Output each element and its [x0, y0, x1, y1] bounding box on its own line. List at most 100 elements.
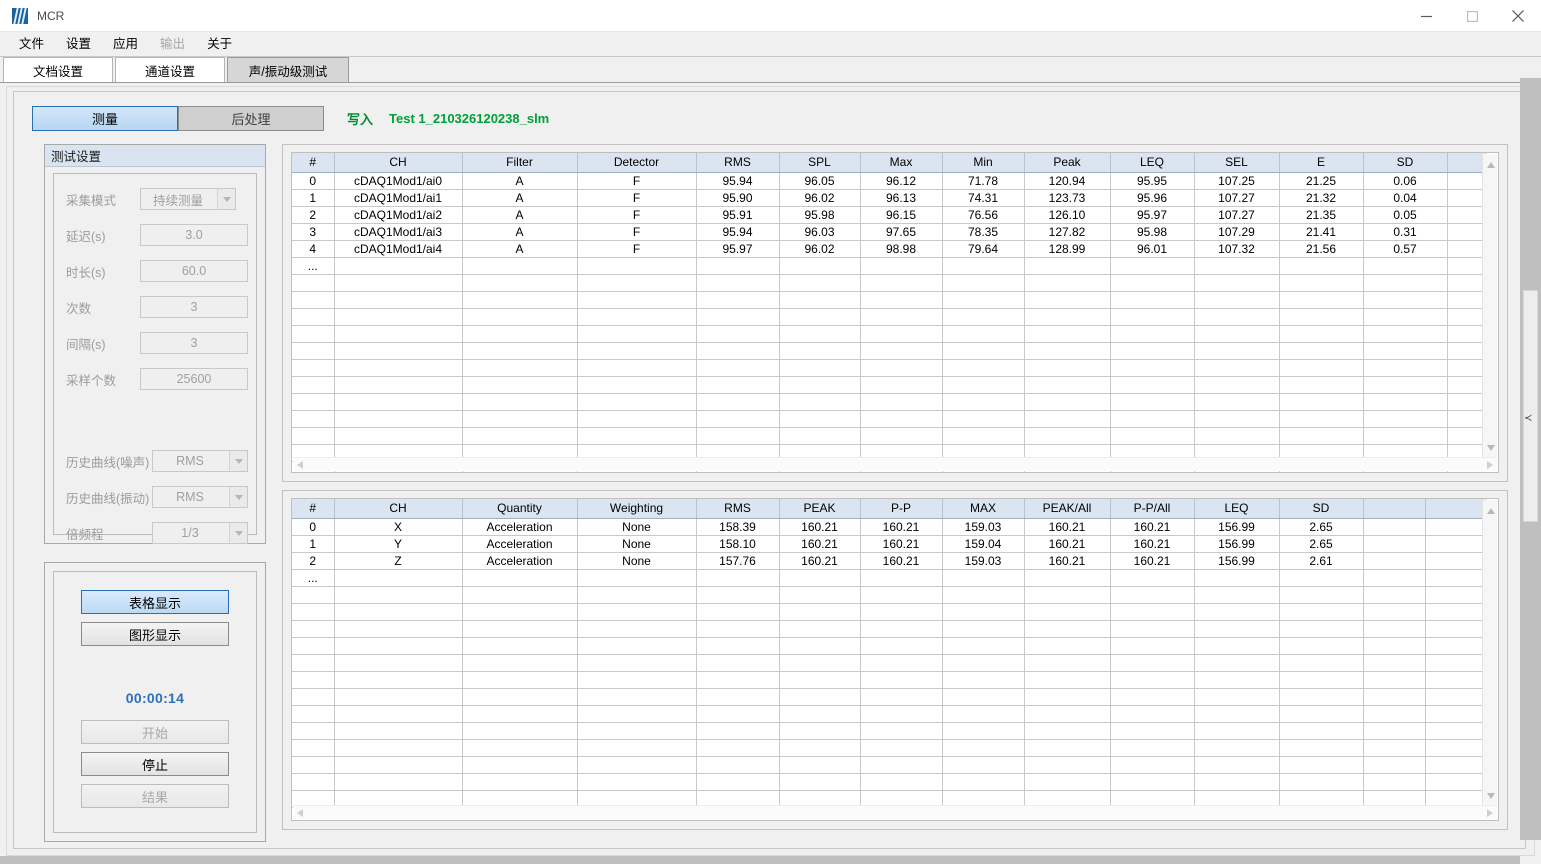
table-cell[interactable]: 96.02 — [779, 240, 861, 258]
table-cell[interactable] — [779, 637, 861, 655]
table-cell[interactable]: 95.98 — [779, 206, 861, 224]
table-cell[interactable]: 107.32 — [1194, 240, 1280, 258]
table-cell[interactable] — [334, 427, 463, 445]
table-cell[interactable] — [1024, 569, 1111, 587]
table-cell[interactable] — [462, 359, 578, 377]
table-cell[interactable] — [577, 393, 697, 411]
table-cell[interactable] — [1425, 637, 1487, 655]
column-header[interactable]: RMS — [696, 499, 780, 519]
table-cell[interactable] — [696, 410, 780, 428]
table-cell[interactable] — [942, 342, 1025, 360]
table-cell[interactable] — [696, 359, 780, 377]
table-cell[interactable]: F — [577, 223, 697, 241]
table-cell[interactable]: 1 — [292, 535, 335, 553]
table-cell[interactable]: 0.05 — [1363, 206, 1448, 224]
table-row-empty[interactable] — [292, 308, 1487, 326]
table-cell[interactable] — [1194, 427, 1280, 445]
table-cell[interactable] — [1363, 535, 1426, 553]
table-cell[interactable] — [462, 790, 578, 808]
table-row[interactable]: 0 cDAQ1Mod1/ai0 A F 95.94 96.05 96.12 71.78 120.… — [292, 172, 1487, 190]
column-header[interactable]: Max — [860, 153, 943, 173]
table-cell[interactable] — [1447, 189, 1487, 207]
table-cell[interactable] — [942, 620, 1025, 638]
table-cell[interactable] — [1194, 705, 1280, 723]
table-cell[interactable]: 95.96 — [1110, 189, 1195, 207]
table-cell[interactable]: 78.35 — [942, 223, 1025, 241]
table-cell[interactable]: cDAQ1Mod1/ai0 — [334, 172, 463, 190]
table-cell[interactable] — [292, 739, 335, 757]
table-row-empty[interactable] — [292, 739, 1487, 757]
octave-select[interactable]: 1/3 — [152, 522, 248, 544]
delay-input[interactable]: 3.0 — [140, 224, 248, 246]
scroll-down-icon[interactable] — [1483, 441, 1498, 455]
table-cell[interactable] — [1110, 393, 1195, 411]
table-cell[interactable] — [1425, 722, 1487, 740]
table-cell[interactable] — [462, 376, 578, 394]
table-cell[interactable] — [860, 654, 943, 672]
table-cell[interactable] — [1110, 427, 1195, 445]
table-cell[interactable]: 160.21 — [860, 535, 943, 553]
table-cell[interactable] — [1194, 569, 1280, 587]
table-cell[interactable] — [334, 257, 463, 275]
table-cell[interactable] — [1279, 586, 1364, 604]
table-cell[interactable] — [696, 308, 780, 326]
table-cell[interactable] — [1363, 654, 1426, 672]
table-cell[interactable]: 97.65 — [860, 223, 943, 241]
table-cell[interactable]: Acceleration — [462, 552, 578, 570]
table-cell[interactable] — [1110, 654, 1195, 672]
table-cell[interactable] — [292, 308, 335, 326]
table-cell[interactable] — [334, 688, 463, 706]
table-cell[interactable]: Acceleration — [462, 518, 578, 536]
table-cell[interactable] — [942, 603, 1025, 621]
table-cell[interactable] — [779, 257, 861, 275]
chevron-down-icon[interactable] — [229, 487, 247, 507]
table-cell[interactable] — [334, 620, 463, 638]
table-cell[interactable] — [1447, 240, 1487, 258]
table-cell[interactable]: Y — [334, 535, 463, 553]
table-cell[interactable] — [1024, 603, 1111, 621]
table-cell[interactable] — [1110, 308, 1195, 326]
table-cell[interactable] — [334, 376, 463, 394]
table-cell[interactable] — [860, 308, 943, 326]
table-cell[interactable]: None — [577, 552, 697, 570]
table-cell[interactable] — [1425, 552, 1487, 570]
table-cell[interactable]: 74.31 — [942, 189, 1025, 207]
table-cell[interactable]: 4 — [292, 240, 335, 258]
table-cell[interactable] — [1024, 325, 1111, 343]
table-cell[interactable] — [1279, 637, 1364, 655]
table-cell[interactable] — [1363, 359, 1448, 377]
table-cell[interactable] — [462, 308, 578, 326]
window-vertical-scrollbar[interactable]: ≺ — [1520, 78, 1541, 840]
table-cell[interactable] — [577, 671, 697, 689]
table-cell[interactable] — [292, 586, 335, 604]
table-cell[interactable]: 128.99 — [1024, 240, 1111, 258]
table-cell[interactable] — [1363, 756, 1426, 774]
table-cell[interactable]: F — [577, 206, 697, 224]
table-cell[interactable] — [696, 274, 780, 292]
column-header[interactable]: SEL — [1194, 153, 1280, 173]
table-cell[interactable] — [942, 393, 1025, 411]
chevron-down-icon[interactable] — [217, 189, 235, 209]
table-cell[interactable] — [1363, 739, 1426, 757]
table-cell[interactable] — [779, 569, 861, 587]
table-cell[interactable] — [292, 773, 335, 791]
table-cell[interactable] — [1110, 325, 1195, 343]
table-cell[interactable]: 159.03 — [942, 518, 1025, 536]
scroll-down-icon[interactable] — [1483, 789, 1498, 803]
table-cell[interactable] — [292, 688, 335, 706]
table-cell[interactable] — [577, 756, 697, 774]
table-cell[interactable] — [577, 410, 697, 428]
table-cell[interactable] — [696, 325, 780, 343]
table-cell[interactable] — [1110, 342, 1195, 360]
table-cell[interactable] — [1425, 756, 1487, 774]
table-row-empty[interactable] — [292, 773, 1487, 791]
table-cell[interactable]: 157.76 — [696, 552, 780, 570]
column-header[interactable]: RMS — [696, 153, 780, 173]
table-cell[interactable]: 160.21 — [1024, 518, 1111, 536]
table-cell[interactable] — [577, 376, 697, 394]
table-cell[interactable]: 71.78 — [942, 172, 1025, 190]
table-cell[interactable] — [1024, 705, 1111, 723]
table-cell[interactable] — [1425, 518, 1487, 536]
table-cell[interactable] — [1110, 790, 1195, 808]
table-cell[interactable] — [942, 410, 1025, 428]
